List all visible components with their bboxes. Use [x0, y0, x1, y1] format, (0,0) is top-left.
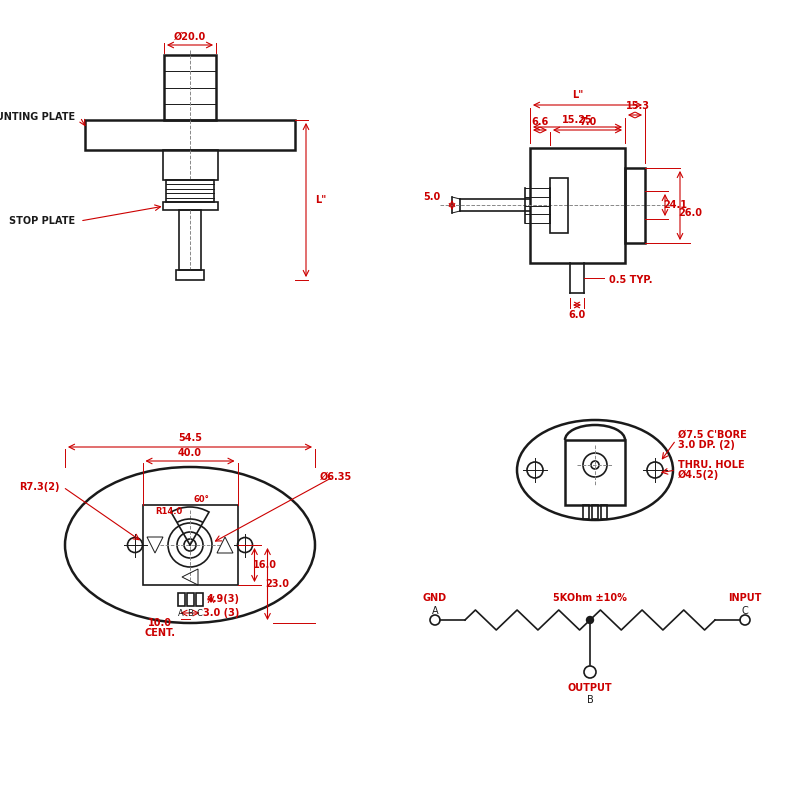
Bar	[179, 210, 201, 270]
Bar	[166, 180, 214, 202]
Text: THRU. HOLE: THRU. HOLE	[678, 460, 745, 470]
Bar	[85, 120, 295, 150]
Bar	[186, 593, 194, 606]
Bar	[164, 55, 216, 120]
Bar	[178, 593, 185, 606]
Text: STOP PLATE: STOP PLATE	[9, 216, 75, 226]
Text: 23.0: 23.0	[266, 579, 290, 589]
Text: 10.0: 10.0	[148, 618, 172, 628]
Text: R7.3(2): R7.3(2)	[19, 482, 60, 492]
Text: 15.3: 15.3	[626, 101, 650, 111]
Bar	[565, 440, 625, 505]
Bar	[601, 505, 607, 519]
Text: 15.25: 15.25	[562, 115, 593, 125]
Text: Ø20.0: Ø20.0	[174, 32, 206, 42]
Bar	[142, 505, 238, 585]
Text: 16.0: 16.0	[253, 560, 277, 570]
Text: 4.9(3): 4.9(3)	[206, 594, 239, 604]
Bar	[162, 202, 218, 210]
Text: 6.0: 6.0	[568, 310, 586, 320]
Text: B: B	[187, 609, 193, 618]
Text: Ø7.5 C'BORE: Ø7.5 C'BORE	[678, 430, 746, 440]
Text: Ø4.5(2): Ø4.5(2)	[678, 470, 719, 480]
Text: CENT.: CENT.	[145, 628, 175, 638]
Bar	[530, 148, 625, 263]
Text: INPUT: INPUT	[728, 593, 762, 603]
Text: B: B	[586, 695, 594, 705]
Bar	[592, 505, 598, 519]
Text: 60°: 60°	[194, 494, 210, 503]
Text: 7.0: 7.0	[579, 117, 596, 127]
Text: 5.0: 5.0	[423, 192, 441, 202]
Bar	[550, 178, 568, 233]
Bar	[195, 593, 202, 606]
Text: 3.0 (3): 3.0 (3)	[203, 608, 239, 618]
Text: 0.5 TYP.: 0.5 TYP.	[609, 275, 653, 285]
Bar	[583, 505, 589, 519]
Text: A: A	[432, 606, 438, 616]
Text: 5KOhm ±10%: 5KOhm ±10%	[553, 593, 627, 603]
Text: C: C	[196, 609, 202, 618]
Text: L": L"	[315, 195, 326, 205]
Text: R14.0: R14.0	[154, 507, 182, 517]
Text: OUTPUT: OUTPUT	[568, 683, 612, 693]
Text: 26.0: 26.0	[678, 208, 702, 218]
Text: Ø6.35: Ø6.35	[320, 472, 352, 482]
Text: 3.0 DP. (2): 3.0 DP. (2)	[678, 440, 735, 450]
Text: 6.6: 6.6	[531, 117, 549, 127]
Text: GND: GND	[423, 593, 447, 603]
Text: A: A	[178, 609, 184, 618]
Text: C: C	[742, 606, 748, 616]
Text: 40.0: 40.0	[178, 448, 202, 458]
Bar	[625, 168, 645, 243]
Circle shape	[586, 617, 594, 623]
Text: 54.5: 54.5	[178, 433, 202, 443]
Bar	[176, 270, 204, 280]
Text: 24.1: 24.1	[663, 200, 687, 210]
Bar	[162, 150, 218, 180]
Text: L": L"	[572, 90, 583, 100]
Text: MOUNTING PLATE: MOUNTING PLATE	[0, 112, 75, 122]
